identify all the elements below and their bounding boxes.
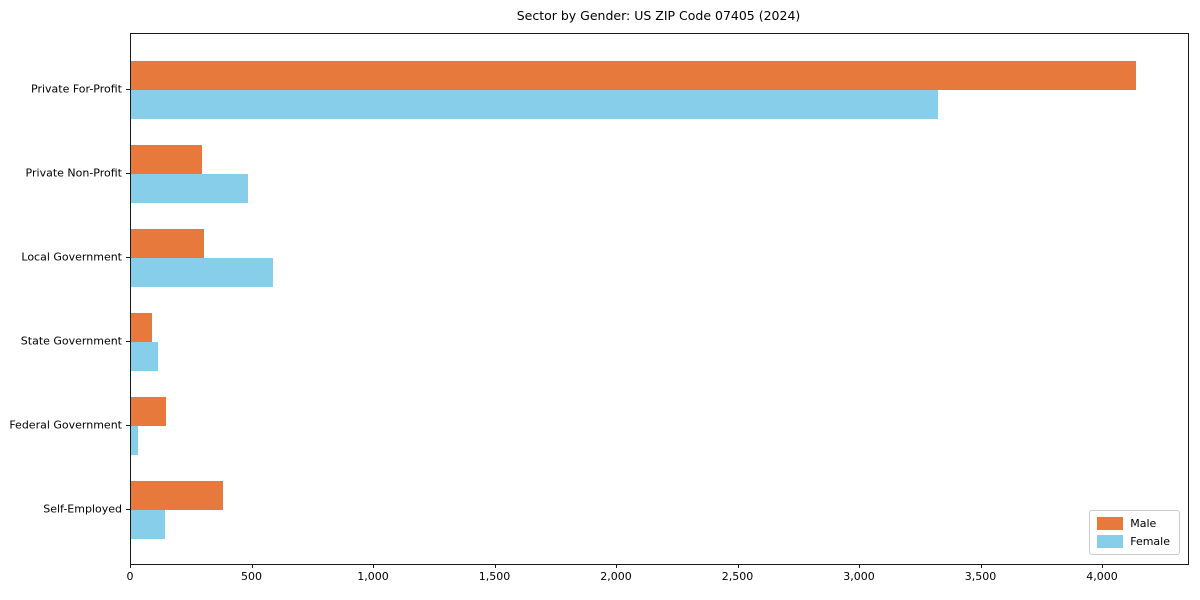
y-axis-label-state-government: State Government	[20, 334, 122, 347]
legend-item-male: Male	[1097, 517, 1170, 530]
x-tick-mark	[130, 564, 131, 568]
bar-male-self-employed	[131, 480, 224, 510]
x-tick-mark	[494, 564, 496, 568]
legend-swatch-female	[1097, 535, 1124, 548]
x-tick-mark	[616, 564, 617, 568]
y-axis-label-federal-government: Federal Government	[9, 418, 122, 431]
y-tick-mark	[126, 424, 130, 426]
x-axis-tick-label: 1,000	[357, 570, 389, 583]
legend-swatch-male	[1097, 517, 1124, 530]
x-axis-tick-label: 1,500	[478, 570, 511, 583]
y-axis-label-private-for-profit: Private For-Profit	[31, 82, 122, 95]
chart-title: Sector by Gender: US ZIP Code 07405 (202…	[516, 8, 801, 23]
y-axis-label-self-employed: Self-Employed	[43, 502, 122, 515]
y-axis-label-local-government: Local Government	[21, 250, 122, 263]
legend-label-male: Male	[1130, 517, 1157, 530]
x-axis-tick-label: 4,000	[1086, 570, 1118, 583]
x-tick-mark	[737, 564, 739, 568]
x-tick-mark	[980, 564, 982, 568]
x-axis-tick-label: 2,500	[721, 570, 754, 583]
y-tick-mark	[126, 88, 130, 90]
bar-male-local-government	[131, 228, 204, 258]
legend-item-female: Female	[1097, 535, 1170, 548]
y-axis-label-private-non-profit: Private Non-Profit	[25, 166, 122, 179]
bar-male-private-non-profit	[131, 144, 202, 174]
x-axis-tick-label: 3,500	[964, 570, 997, 583]
x-axis-tick-label: 0	[126, 570, 134, 583]
x-axis-tick-label: 500	[241, 570, 262, 583]
legend: Male Female	[1089, 510, 1180, 555]
bar-male-private-for-profit	[131, 60, 1136, 90]
x-tick-mark	[251, 564, 253, 568]
bar-male-state-government	[131, 312, 152, 342]
x-tick-mark	[1102, 564, 1103, 568]
x-axis-tick-label: 2,000	[600, 570, 632, 583]
bar-female-self-employed	[131, 509, 165, 539]
x-tick-mark	[373, 564, 374, 568]
plot-area: Male Female	[130, 33, 1189, 565]
y-tick-mark	[126, 172, 130, 174]
bar-male-federal-government	[131, 396, 167, 426]
bar-female-local-government	[131, 257, 274, 287]
bar-female-state-government	[131, 341, 158, 371]
y-tick-mark	[126, 256, 130, 258]
bar-female-private-for-profit	[131, 89, 938, 119]
x-tick-mark	[859, 564, 860, 568]
bar-female-federal-government	[131, 425, 138, 455]
x-axis-tick-label: 3,000	[843, 570, 875, 583]
legend-label-female: Female	[1130, 535, 1170, 548]
bar-female-private-non-profit	[131, 173, 248, 203]
y-tick-mark	[126, 508, 130, 510]
y-tick-mark	[126, 340, 130, 342]
